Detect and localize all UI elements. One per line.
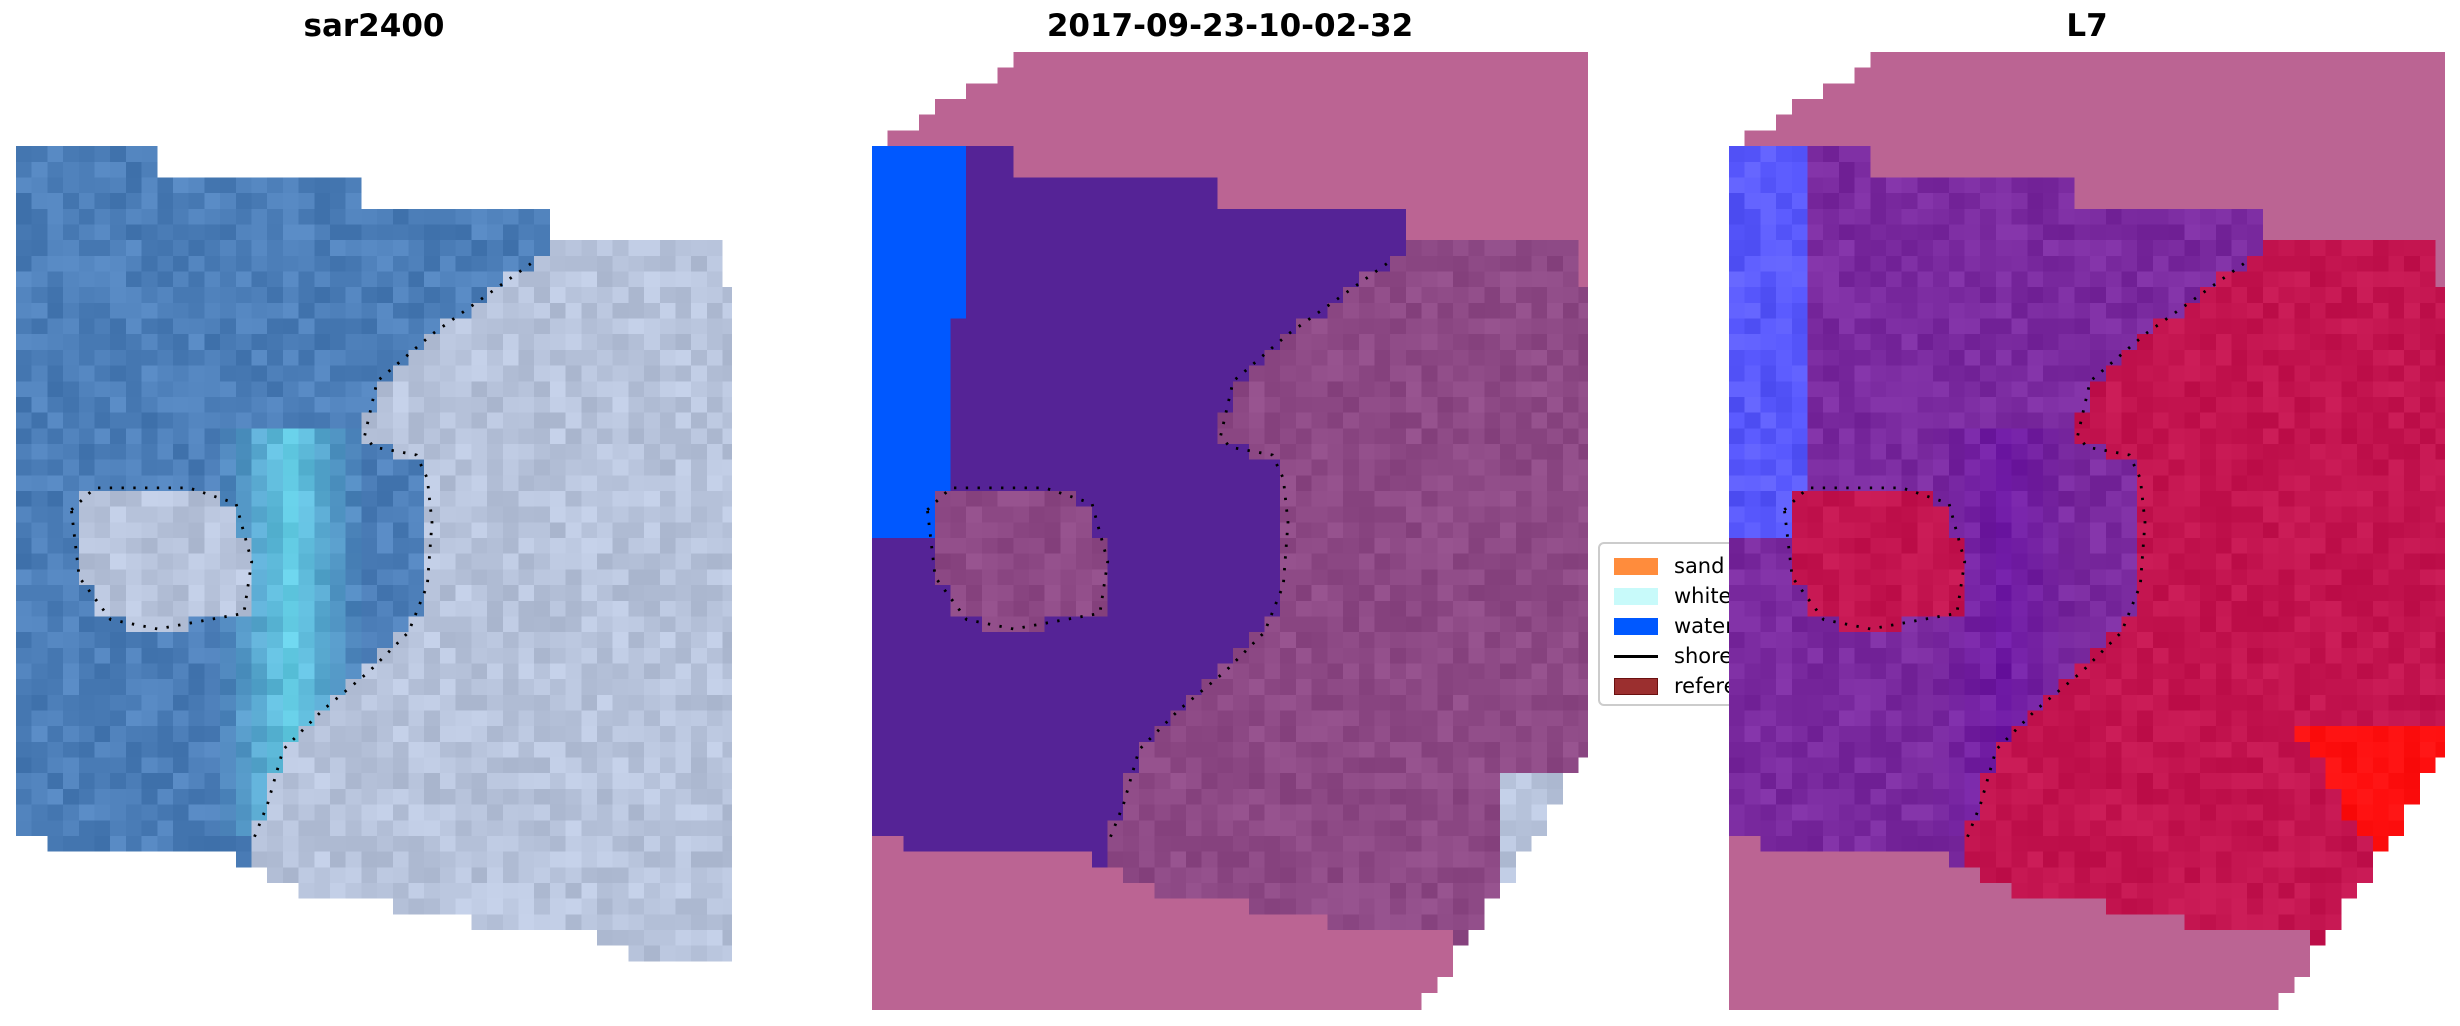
legend-item-water: water [1614,612,1734,640]
shoreline-dots [1106,262,1388,845]
shoreline-dots [1782,486,1967,631]
classified-image [872,52,1588,1010]
panel-title: L7 [2066,8,2108,44]
rgb-image [16,52,732,1010]
shoreline-overlay [1782,262,2245,845]
legend-label: shorel [1674,644,1739,668]
panel-title: sar2400 [303,8,445,44]
index-image [1729,52,2445,1010]
legend-swatch [1614,557,1658,575]
shoreline-dots [925,486,1110,631]
legend-label: water [1674,614,1734,638]
shoreline-overlay [925,262,1388,845]
shoreline-dots [69,486,254,631]
shoreline-overlay [69,262,532,845]
legend-item-shoreline: shorel [1614,642,1738,670]
legend-item-reference: referer [1614,672,1745,700]
legend-label: sand [1674,554,1725,578]
panel-rgb-image [16,52,732,1010]
legend-swatch [1614,617,1658,635]
panel-title: 2017-09-23-10-02-32 [1046,8,1414,44]
legend-swatch [1614,587,1658,605]
panel-index-image [1729,52,2445,1010]
shoreline-dots [250,262,532,845]
panel-classified-image [872,52,1588,1010]
shoreline-dots [1963,262,2245,845]
legend-line [1614,654,1658,658]
legend-swatch [1614,677,1658,695]
legend-item-sand: sand [1614,552,1724,580]
